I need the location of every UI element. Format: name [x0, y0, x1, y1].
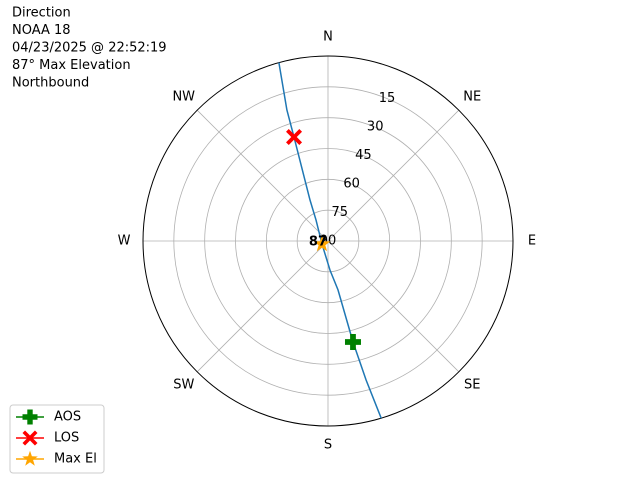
marker-star [313, 235, 331, 252]
grid-spoke [327, 240, 460, 373]
legend: AOS LOS Max El [9, 404, 105, 474]
marker-plus [344, 333, 361, 350]
title-line: 87° Max Elevation [12, 58, 131, 73]
value-label: 87 [309, 235, 327, 250]
r-tick-label: 60 [343, 177, 360, 192]
legend-box [9, 404, 105, 474]
theta-tick-label: E [528, 234, 536, 249]
r-tick-label: 75 [332, 205, 349, 220]
title-line: NOAA 18 [12, 23, 71, 38]
r-tick-label: 30 [367, 120, 384, 135]
r-tick-label: 15 [379, 91, 396, 106]
title-line: Direction [12, 6, 71, 21]
legend-label: LOS [54, 431, 79, 446]
grid-spoke [327, 109, 460, 242]
theta-tick-label: W [118, 234, 131, 249]
theta-tick-label: SE [464, 378, 480, 393]
theta-tick-label: NE [463, 89, 481, 104]
grid-spoke [196, 240, 329, 373]
theta-tick-label: N [323, 30, 333, 45]
legend-label: AOS [54, 410, 81, 425]
marker-star [22, 450, 38, 466]
theta-tick-label: SW [173, 378, 194, 393]
theta-tick-label: NW [172, 89, 195, 104]
r-tick-label: 45 [355, 148, 372, 163]
polar-frame [142, 55, 514, 427]
marker-plus [22, 409, 38, 425]
legend-label: Max El [54, 452, 97, 467]
theta-tick-label: S [324, 438, 332, 453]
marker-x [22, 430, 38, 446]
title-line: 04/23/2025 @ 22:52:19 [12, 41, 167, 56]
marker-x [286, 129, 303, 146]
grid-spoke [196, 109, 329, 242]
title-line: Northbound [12, 76, 89, 91]
